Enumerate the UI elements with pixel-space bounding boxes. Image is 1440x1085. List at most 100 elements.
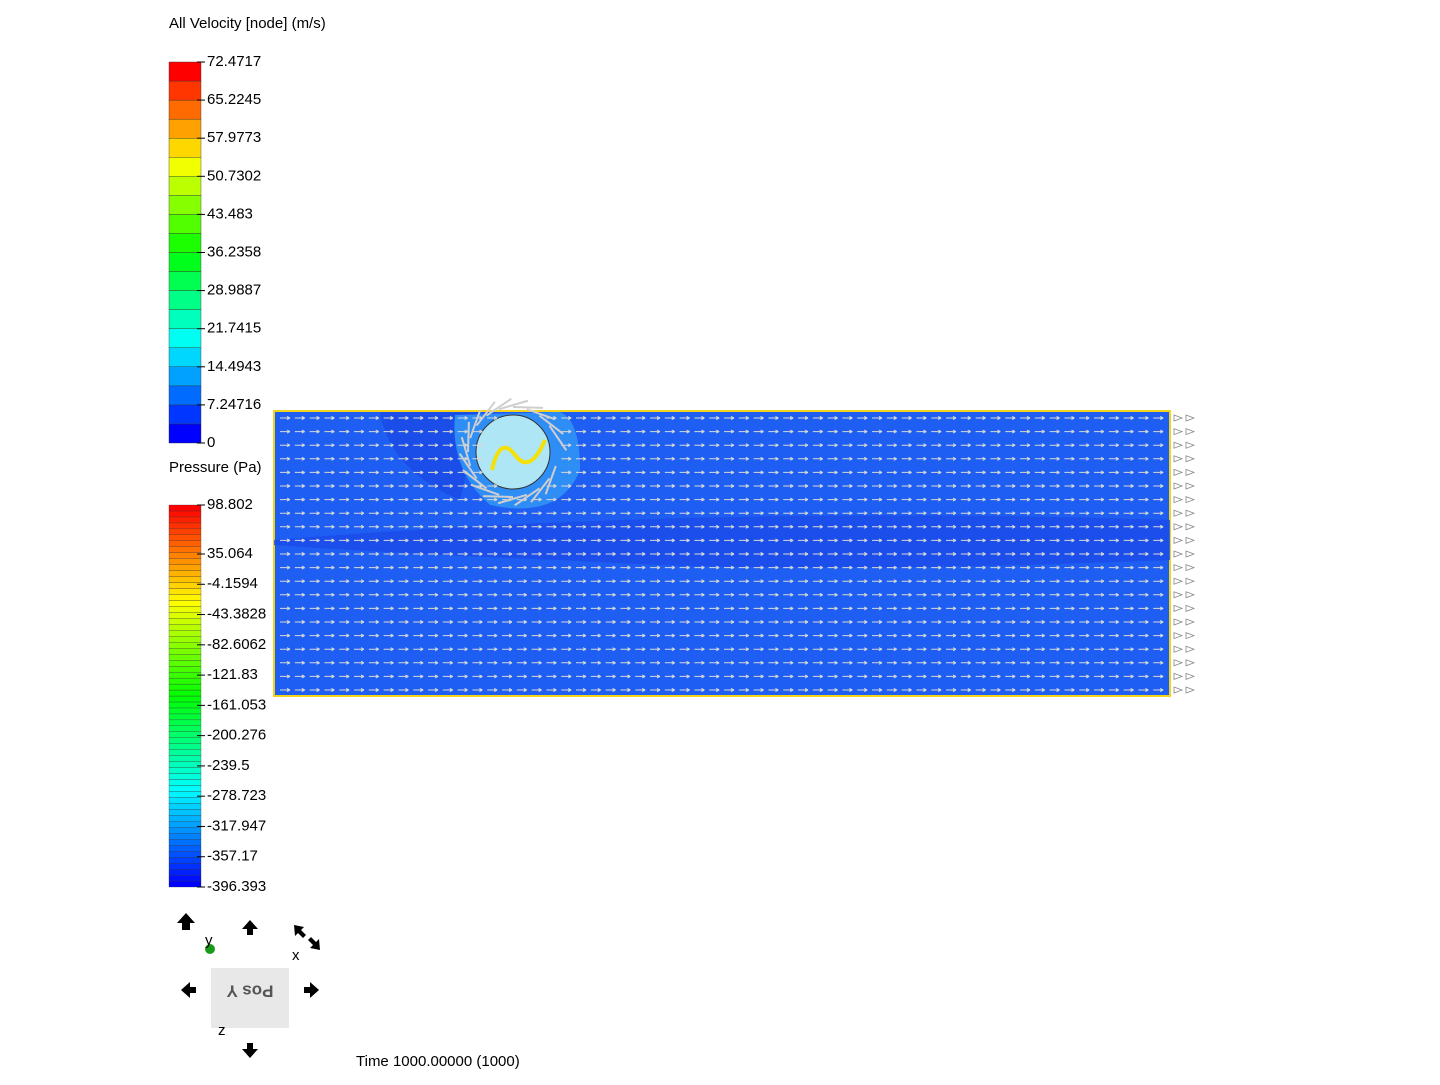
color-band [168, 725, 202, 732]
color-band [168, 118, 202, 139]
color-band [168, 404, 202, 425]
color-band [168, 636, 202, 643]
color-band [168, 546, 202, 553]
vector-row [280, 484, 1164, 488]
color-band [168, 648, 202, 655]
color-band [168, 791, 202, 798]
vector-row [280, 688, 1164, 692]
cube-face [211, 968, 289, 1028]
vector-row [280, 620, 1164, 624]
outlet-arrow [1173, 564, 1196, 572]
swirl-vector [530, 477, 551, 503]
vector-row [280, 524, 1164, 529]
outlet-arrow [1173, 441, 1196, 449]
color-band [168, 588, 202, 595]
color-band [168, 862, 202, 870]
velocity-label: 21.7415 [207, 320, 261, 337]
outlet-arrow [1173, 550, 1196, 558]
outlet-arrow [1173, 686, 1196, 694]
swirl-vector [498, 399, 529, 411]
vector-row [280, 511, 1164, 516]
swirl-vector [526, 408, 556, 421]
color-band [168, 347, 202, 367]
color-band [168, 683, 202, 691]
cube-face-label: Pos Y [226, 982, 274, 1001]
color-band [168, 874, 202, 882]
color-band [168, 176, 202, 196]
vector-row [280, 660, 1164, 665]
color-band [168, 510, 202, 518]
rotor-blade [490, 439, 547, 471]
home-view[interactable] [177, 913, 195, 930]
axis-label-y: y [205, 932, 213, 949]
color-band [168, 761, 202, 768]
swirl-vector [460, 436, 472, 467]
swirl-vector [544, 465, 557, 495]
color-band [168, 677, 202, 685]
color-band [168, 624, 202, 631]
color-band [168, 233, 202, 253]
color-band [168, 570, 202, 577]
color-band [168, 522, 202, 530]
pressure-label: -278.723 [207, 787, 266, 804]
outlet-arrow [1173, 523, 1196, 531]
vector-row [280, 606, 1164, 611]
rotate-diagonal[interactable] [294, 925, 320, 950]
axis-origin [205, 944, 215, 954]
pressure-label: -239.5 [207, 757, 250, 774]
vector-row [280, 565, 1164, 570]
rotate-up[interactable] [242, 920, 258, 935]
color-band [168, 743, 202, 750]
color-band [168, 689, 202, 697]
color-band [168, 630, 202, 637]
swirl-vector [482, 495, 514, 498]
color-band [168, 534, 202, 541]
pressure-label: 98.802 [207, 496, 253, 513]
color-band [168, 528, 202, 535]
color-band [168, 815, 202, 822]
swirl-vector [470, 483, 500, 496]
pressure-label: -317.947 [207, 817, 266, 834]
legend-labels: 72.4717 65.2245 57.9773 50.7302 43.483 36.235… [197, 53, 266, 895]
color-band [168, 851, 202, 858]
outlet-arrow [1173, 659, 1196, 667]
color-band [168, 558, 202, 565]
color-band [168, 767, 202, 774]
color-band [168, 612, 202, 619]
color-band [168, 803, 202, 810]
color-band [168, 701, 202, 709]
color-band [168, 827, 202, 834]
color-band [168, 137, 202, 158]
color-band [168, 839, 202, 846]
color-band [168, 654, 202, 661]
rotate-left[interactable] [181, 982, 196, 998]
color-band [168, 785, 202, 792]
color-band [168, 606, 202, 613]
color-band [168, 290, 202, 310]
pressure-label: -4.1594 [207, 575, 258, 592]
outlet-arrow [1173, 577, 1196, 585]
color-band [168, 809, 202, 816]
color-band [168, 61, 202, 82]
velocity-label: 72.4717 [207, 53, 261, 70]
axis-label-z: z [218, 1022, 226, 1039]
pressure-label: -357.17 [207, 848, 258, 865]
outlet-arrow [1173, 536, 1196, 544]
velocity-label: 28.9887 [207, 282, 261, 299]
rotate-down[interactable] [242, 1043, 258, 1058]
color-band [168, 773, 202, 780]
vector-row [280, 470, 1164, 475]
color-band [168, 755, 202, 762]
axis-label-x: x [292, 947, 300, 964]
color-band [168, 845, 202, 852]
swirl-vector [462, 469, 488, 490]
vector-row [280, 416, 1164, 420]
swirl-vector [538, 414, 564, 435]
swirl-vector [548, 424, 568, 451]
outlet-arrow [1173, 496, 1196, 504]
color-band [168, 671, 202, 679]
swirl-vector [467, 421, 470, 453]
color-band [168, 594, 202, 601]
rotate-right[interactable] [304, 982, 319, 998]
color-band [168, 99, 202, 120]
